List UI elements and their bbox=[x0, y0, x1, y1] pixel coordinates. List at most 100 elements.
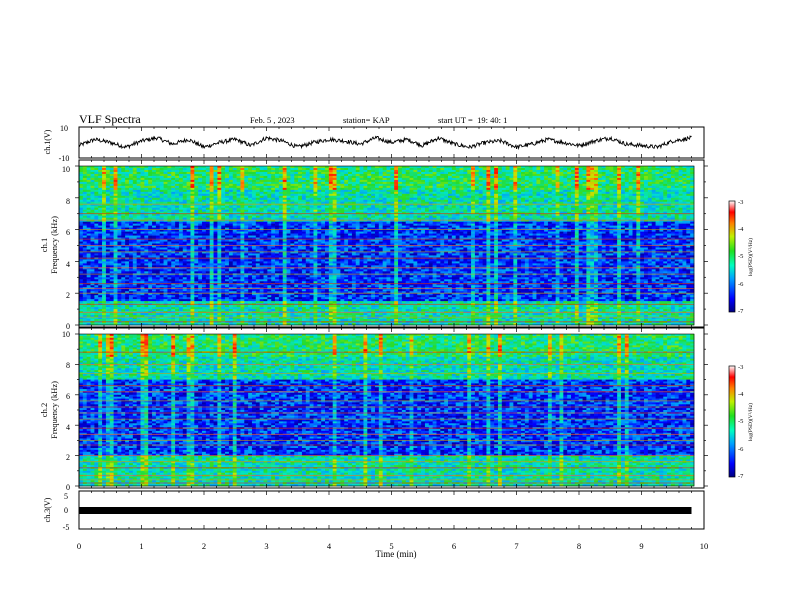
ch1-spectrogram-cell bbox=[163, 193, 168, 197]
ch1-spectrogram-cell bbox=[478, 187, 483, 191]
ch1-spectrogram-cell bbox=[186, 187, 191, 191]
ch1-spectrogram-cell bbox=[670, 215, 676, 219]
ch1-spectrogram-cell bbox=[613, 221, 618, 224]
ch1-spectrogram-cell bbox=[540, 207, 545, 211]
ch1-spectrogram-cell bbox=[221, 213, 226, 217]
ch1-spectrogram-cell bbox=[359, 169, 364, 173]
ch1-spectrogram-cell bbox=[175, 187, 180, 191]
ch1-spectrogram-cell bbox=[617, 166, 622, 169]
ch1-spectrogram-cell bbox=[670, 213, 676, 217]
ch1-spectrogram-cell bbox=[244, 211, 249, 215]
ch1-spectrogram-cell bbox=[332, 199, 337, 203]
ch1-spectrogram-cell bbox=[321, 201, 326, 205]
ch1-spectrogram-cell bbox=[121, 169, 126, 173]
ch1-spectrogram-cell bbox=[497, 175, 503, 179]
ch1-spectrogram-cell bbox=[636, 195, 641, 199]
ch1-spectrogram-cell bbox=[467, 181, 472, 185]
ch1-spectrogram-cell bbox=[209, 169, 214, 173]
ch1-spectrogram-cell bbox=[521, 199, 526, 203]
ch1-spectrogram-cell bbox=[117, 187, 122, 191]
ch1-spectrogram-cell bbox=[155, 191, 161, 195]
ch1-spectrogram-cell bbox=[440, 215, 445, 219]
ch1-spectrogram-cell bbox=[140, 173, 145, 177]
ch1-spectrogram-cell bbox=[390, 169, 395, 173]
ch1-spectrogram-cell bbox=[98, 219, 103, 222]
ch1-spectrogram-cell bbox=[259, 175, 264, 179]
ch1-spectrogram-cell bbox=[667, 185, 672, 189]
ch1-spectrogram-cell bbox=[413, 179, 418, 183]
ch1-spectrogram-cell bbox=[563, 166, 568, 169]
ch1-spectrogram-cell bbox=[601, 183, 606, 187]
ch1-spectrogram-cell bbox=[94, 173, 99, 177]
ch1-spectrogram-cell bbox=[79, 209, 84, 213]
ch1-spectrogram-cell bbox=[217, 209, 222, 213]
ch1-spectrogram-cell bbox=[98, 221, 103, 224]
ch1-spectrogram-cell bbox=[163, 201, 168, 205]
ch1-spectrogram-cell bbox=[102, 213, 107, 217]
ch1-spectrogram-cell bbox=[90, 195, 95, 199]
ch1-spectrogram-cell bbox=[655, 225, 660, 228]
ch1-spectrogram-cell bbox=[547, 185, 553, 189]
ch1-spectrogram-cell bbox=[617, 215, 622, 219]
ch1-spectrogram-cell bbox=[521, 225, 526, 228]
ch1-spectrogram-cell bbox=[501, 207, 506, 211]
ch1-spectrogram-cell bbox=[505, 179, 510, 183]
ch1-spectrogram-cell bbox=[125, 211, 130, 215]
ch1-spectrogram-cell bbox=[517, 197, 522, 201]
ch1-spectrogram-cell bbox=[582, 166, 587, 169]
ch1-spectrogram-cell bbox=[386, 181, 391, 185]
ch1-spectrogram-cell bbox=[251, 187, 257, 191]
ch1-spectrogram-cell bbox=[348, 209, 353, 213]
ch1-spectrogram-cell bbox=[244, 191, 249, 195]
ch1-spectrogram-cell bbox=[544, 171, 549, 175]
ch1-spectrogram-cell bbox=[409, 215, 414, 219]
ch1-spectrogram-cell bbox=[413, 169, 418, 173]
ch1-spectrogram-cell bbox=[563, 201, 568, 205]
ch1-spectrogram-cell bbox=[359, 219, 364, 222]
ch1-spectrogram-cell bbox=[540, 179, 545, 183]
ch1-spectrogram-cell bbox=[690, 177, 695, 181]
ch1-spectrogram-cell bbox=[544, 169, 549, 173]
ch1-spectrogram-cell bbox=[651, 215, 656, 219]
ch1-spectrogram-cell bbox=[340, 203, 345, 207]
ch1-spectrogram-cell bbox=[421, 193, 426, 197]
ch1-spectrogram-cell bbox=[344, 217, 349, 221]
ch1-spectrogram-cell bbox=[144, 207, 149, 211]
ch1-spectrogram-cell bbox=[532, 175, 537, 179]
ch1-spectrogram-cell bbox=[363, 209, 368, 213]
ch1-spectrogram-cell bbox=[478, 185, 483, 189]
ch1-spectrogram-cell bbox=[421, 195, 426, 199]
ch1-spectrogram-cell bbox=[290, 205, 295, 209]
ch1-spectrogram-cell bbox=[90, 203, 95, 207]
ch1-spectrogram-cell bbox=[448, 171, 453, 175]
ch1-spectrogram-cell bbox=[632, 221, 637, 224]
ch1-spectrogram-cell bbox=[382, 191, 387, 195]
ch1-spectrogram-cell bbox=[617, 211, 622, 215]
ch1-spectrogram-cell bbox=[82, 225, 88, 228]
ch1-spectrogram-cell bbox=[647, 177, 653, 181]
ch1-spectrogram-cell bbox=[294, 221, 299, 224]
ch1-spectrogram-cell bbox=[332, 167, 337, 171]
ch1-spectrogram-cell bbox=[501, 181, 506, 185]
ch1-spectrogram-cell bbox=[182, 177, 187, 181]
ch1-spectrogram-cell bbox=[163, 213, 168, 217]
ch1-spectrogram-cell bbox=[409, 177, 414, 181]
ch1-spectrogram-cell bbox=[317, 221, 322, 224]
ch1-spectrogram-cell bbox=[244, 199, 249, 203]
ch1-spectrogram-cell bbox=[486, 169, 491, 173]
ch1-spectrogram-cell bbox=[513, 195, 518, 199]
ch1-spectrogram-cell bbox=[286, 191, 291, 195]
ch1-spectrogram-cell bbox=[409, 217, 414, 221]
ch1-spectrogram-cell bbox=[424, 177, 430, 181]
ch1-spectrogram-cell bbox=[494, 205, 499, 209]
ch1-spectrogram-cell bbox=[167, 215, 172, 219]
ch1-spectrogram-cell bbox=[278, 221, 284, 224]
ch1-spectrogram-cell bbox=[620, 173, 626, 177]
ch1-spectrogram-cell bbox=[286, 197, 291, 201]
ch1-spectrogram-cell bbox=[290, 223, 295, 226]
ch1-spectrogram-cell bbox=[286, 193, 291, 197]
ch1-spectrogram-cell bbox=[225, 193, 230, 197]
ch1-spectrogram-cell bbox=[482, 195, 487, 199]
ch1-spectrogram-cell bbox=[497, 223, 503, 226]
ch1-spectrogram-cell bbox=[674, 205, 679, 209]
